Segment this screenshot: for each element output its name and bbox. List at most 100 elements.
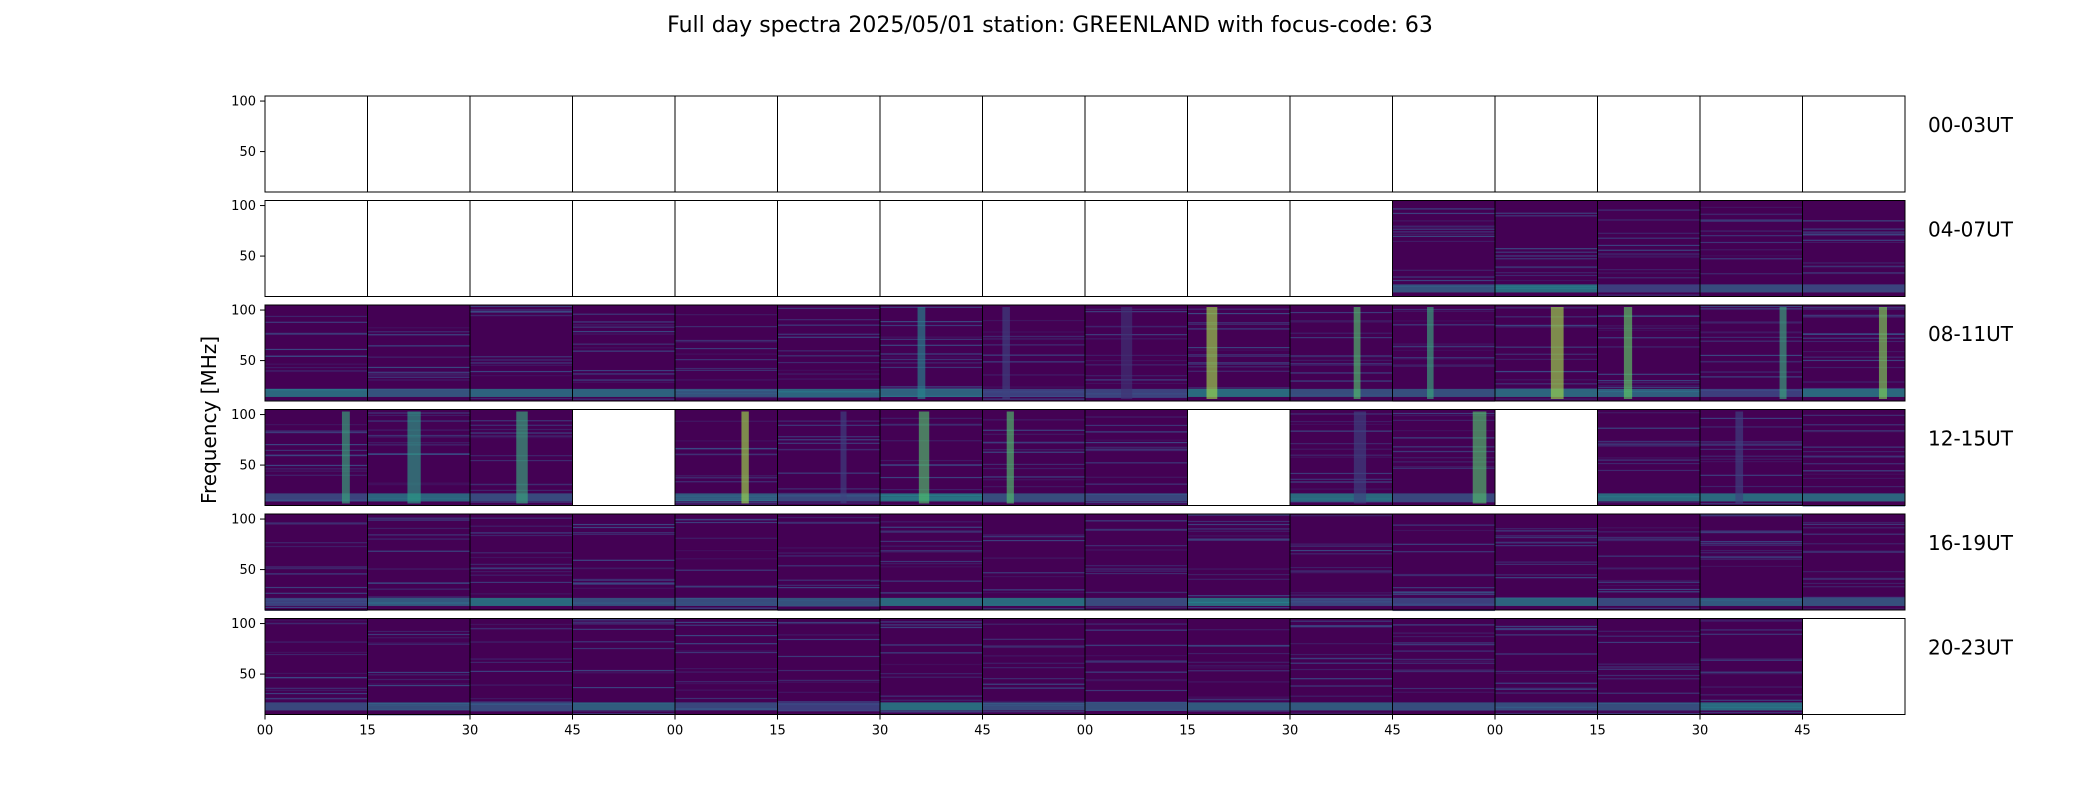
spectral-line	[1085, 701, 1188, 703]
low-frequency-band	[1187, 388, 1290, 397]
empty-panel	[1187, 409, 1291, 506]
spectral-line	[1392, 308, 1495, 311]
spectral-line	[1392, 365, 1495, 367]
spectrogram-panel	[469, 304, 573, 402]
spectral-line	[1290, 572, 1393, 574]
spectral-line	[265, 568, 368, 570]
spectral-line	[982, 623, 1085, 625]
spectral-line	[1495, 627, 1598, 630]
empty-panel	[572, 409, 676, 506]
radio-burst	[407, 411, 421, 504]
spectral-line	[1085, 660, 1188, 662]
panel-background	[265, 200, 368, 297]
spectral-line	[1187, 366, 1290, 368]
spectral-line	[1597, 641, 1700, 644]
panel-background	[572, 409, 675, 506]
spectral-line	[777, 579, 880, 581]
spectral-line	[265, 321, 368, 323]
spectral-line	[1597, 269, 1700, 271]
panel-background	[675, 514, 778, 610]
spectral-line	[880, 560, 983, 563]
panel-background	[982, 514, 1085, 610]
spectral-line	[1700, 540, 1803, 543]
spectral-line	[1085, 416, 1188, 418]
spectra-row: 50 100 00-03UT	[231, 95, 2014, 193]
spectral-line	[777, 361, 880, 364]
spectral-line	[1597, 272, 1700, 274]
spectral-line	[470, 670, 573, 672]
y-tick-label: 50	[239, 250, 256, 265]
spectral-line	[1392, 691, 1495, 693]
spectral-line	[1700, 426, 1803, 428]
spectral-line	[1392, 310, 1495, 312]
spectral-line	[1392, 240, 1495, 243]
spectral-line	[1597, 579, 1700, 582]
spectral-line	[982, 534, 1085, 536]
spectral-line	[1187, 387, 1290, 389]
spectral-line	[1290, 372, 1393, 374]
spectral-line	[265, 522, 368, 524]
spectral-line	[1700, 620, 1803, 622]
spectral-line	[1700, 308, 1803, 310]
spectral-line	[1290, 653, 1393, 656]
spectral-line	[1700, 376, 1803, 378]
low-frequency-band	[1597, 702, 1700, 711]
spectral-line	[1495, 266, 1598, 269]
spectral-line	[1597, 567, 1700, 569]
spectral-line	[1290, 662, 1393, 664]
spectral-line	[675, 314, 778, 316]
radio-burst	[1121, 307, 1133, 399]
spectral-line	[470, 534, 573, 537]
spectral-line	[265, 370, 368, 373]
spectral-line	[675, 454, 778, 456]
spectrogram-panel	[1187, 618, 1291, 715]
spectral-line	[367, 568, 470, 570]
spectral-line	[1597, 373, 1700, 375]
low-frequency-band	[1700, 388, 1803, 397]
spectral-line	[880, 710, 983, 712]
spectral-line	[265, 545, 368, 548]
spectral-line	[1392, 587, 1495, 589]
spectral-line	[367, 345, 470, 347]
spectral-line	[1290, 643, 1393, 645]
spectral-line	[1392, 592, 1495, 595]
spectral-line	[265, 315, 368, 318]
spectral-line	[777, 307, 880, 309]
spectral-line	[1290, 420, 1393, 423]
panel-background	[1085, 514, 1188, 610]
spectral-line	[1700, 485, 1803, 488]
spectral-line	[1290, 355, 1393, 357]
spectral-line	[1802, 470, 1905, 472]
spectral-line	[572, 330, 675, 333]
spectral-line	[982, 441, 1085, 443]
panel-background	[1187, 305, 1290, 401]
spectral-line	[982, 557, 1085, 559]
panel-background	[1597, 96, 1700, 192]
spectral-line	[982, 463, 1085, 466]
spectral-line	[572, 567, 675, 569]
spectral-line	[675, 440, 778, 442]
spectral-line	[1802, 387, 1905, 390]
panel-background	[1392, 96, 1495, 192]
spectral-line	[367, 376, 470, 378]
spectral-line	[1495, 315, 1598, 318]
spectral-line	[880, 540, 983, 542]
spectral-line	[1085, 629, 1188, 631]
spectral-line	[1495, 272, 1598, 274]
spectral-line	[1597, 442, 1700, 444]
spectral-line	[1597, 277, 1700, 279]
spectral-line	[265, 470, 368, 472]
spectral-line	[1700, 565, 1803, 568]
spectral-line	[1187, 346, 1290, 349]
spectrogram-panel	[879, 513, 983, 611]
spectral-line	[1392, 524, 1495, 526]
spectral-line	[675, 667, 778, 670]
y-tick-label: 100	[231, 513, 256, 528]
spectral-line	[880, 644, 983, 646]
spectral-line	[1187, 667, 1290, 669]
spectral-line	[1700, 711, 1803, 714]
spectral-line	[1290, 320, 1393, 322]
low-frequency-band	[1700, 284, 1803, 293]
spectral-line	[1700, 555, 1803, 558]
panel-background	[880, 200, 983, 297]
